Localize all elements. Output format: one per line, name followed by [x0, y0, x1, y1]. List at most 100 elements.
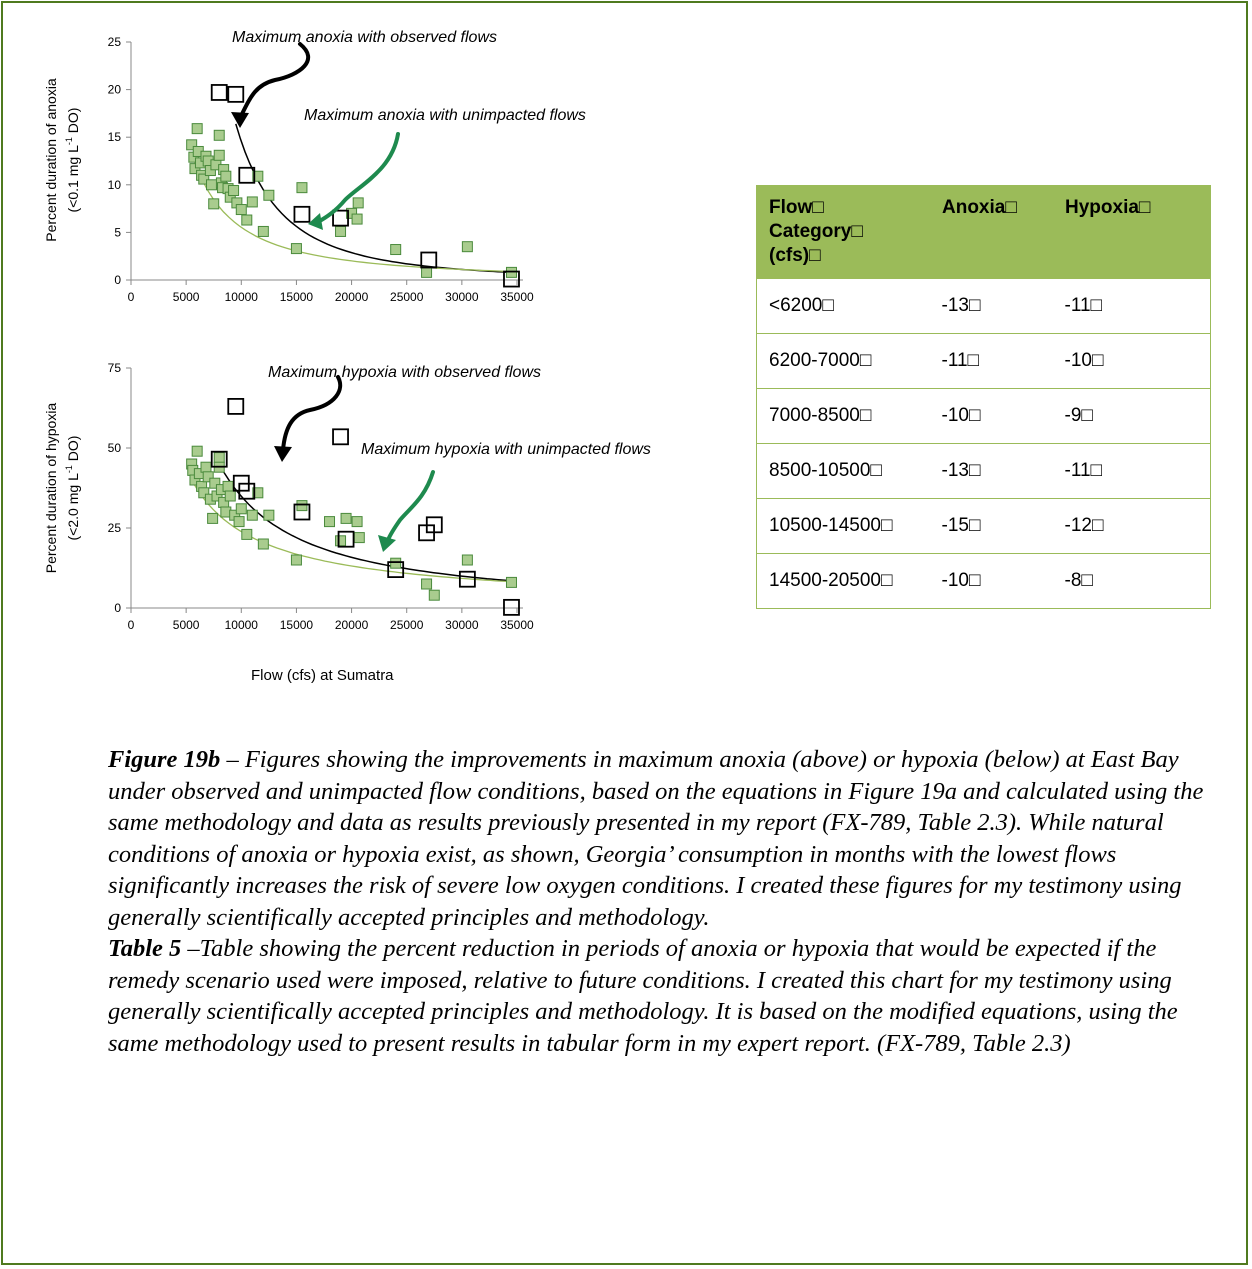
unimpacted-data-point	[222, 480, 234, 492]
table-header-flow-category: Flow□ Category□ (cfs)□	[756, 185, 930, 279]
table-cell: 14500-20500□	[756, 553, 930, 609]
anoxia-unimpacted-annotation: Maximum anoxia with unimpacted flows	[304, 107, 586, 124]
x-axis-title: Flow (cfs) at Sumatra	[251, 667, 394, 684]
unimpacted-data-point	[390, 557, 402, 569]
x-tick-label: 30000	[445, 290, 479, 304]
x-tick-label: 25000	[390, 618, 424, 632]
unimpacted-data-point	[390, 244, 402, 256]
table-cell: 8500-10500□	[756, 443, 930, 499]
figure-caption-text: – Figures showing the improvements in ma…	[108, 746, 1204, 931]
trend-line	[218, 463, 512, 582]
y-tick-label: 0	[114, 273, 121, 287]
table-row: 7000-8500□ -10□ -9□	[756, 388, 1211, 444]
table-header-anoxia: Anoxia□	[929, 185, 1053, 279]
observed-data-point	[238, 482, 256, 500]
observed-data-point	[210, 84, 228, 101]
observed-data-point	[227, 398, 245, 415]
unimpacted-data-point	[263, 189, 275, 201]
table-cell: -9□	[1052, 388, 1211, 444]
observed-data-point	[503, 270, 520, 288]
observed-data-point	[420, 251, 438, 269]
unimpacted-data-point	[241, 214, 253, 226]
anoxia-observed-annotation: Maximum anoxia with observed flows	[232, 29, 497, 46]
unimpacted-data-point	[461, 554, 473, 566]
y-tick-label: 0	[114, 601, 121, 615]
unimpacted-data-point	[220, 170, 232, 182]
x-tick-label: 15000	[280, 618, 314, 632]
unimpacted-data-point	[186, 139, 198, 151]
annotation-arrowhead	[378, 535, 396, 552]
x-tick-label: 10000	[225, 618, 259, 632]
observed-data-point	[238, 166, 256, 184]
table-caption-text: –Table showing the percent reduction in …	[108, 935, 1178, 1057]
table-cell: -11□	[1052, 443, 1211, 499]
unimpacted-data-point	[206, 179, 218, 191]
observed-data-point	[425, 516, 443, 534]
unimpacted-data-point	[335, 225, 347, 237]
annotation-arrow	[281, 375, 343, 452]
table-cell: -15□	[929, 498, 1053, 554]
y-tick-label: 25	[108, 35, 122, 49]
table-cell: -11□	[929, 333, 1053, 389]
y-tick-label: 15	[108, 130, 122, 144]
unimpacted-data-point	[257, 538, 269, 550]
flow-category-table: Flow□ Category□ (cfs)□ Anoxia□ Hypoxia□ …	[756, 185, 1211, 609]
observed-data-point	[387, 561, 405, 579]
x-tick-label: 35000	[500, 618, 534, 632]
unimpacted-data-point	[335, 535, 347, 547]
table-cell: 6200-7000□	[756, 333, 930, 389]
table-cell: -13□	[929, 443, 1053, 499]
table-cell: -11□	[1052, 278, 1211, 334]
unimpacted-data-point	[189, 163, 201, 175]
observed-data-point	[337, 530, 355, 548]
unimpacted-data-point	[263, 509, 275, 521]
table-label: Table 5	[108, 935, 182, 962]
annotation-arrowhead	[274, 446, 292, 462]
unimpacted-data-point	[241, 528, 253, 540]
unimpacted-data-point	[207, 512, 219, 524]
x-tick-label: 20000	[335, 618, 369, 632]
table-header-row: Flow□ Category□ (cfs)□ Anoxia□ Hypoxia□	[756, 185, 1211, 279]
table-row: 10500-14500□ -15□ -12□	[756, 498, 1211, 554]
y-tick-label: 10	[108, 178, 122, 192]
observed-data-point	[503, 598, 520, 616]
annotation-arrow	[316, 132, 400, 224]
annotation-arrowhead	[231, 112, 249, 128]
unimpacted-data-point	[461, 241, 473, 253]
figure-19b-caption: Figure 19b – Figures showing the improve…	[108, 744, 1233, 933]
table-cell: -13□	[929, 278, 1053, 334]
unimpacted-data-point	[202, 471, 214, 483]
table-cell: <6200□	[756, 278, 930, 334]
unimpacted-data-point	[340, 512, 352, 524]
hypoxia-observed-annotation: Maximum hypoxia with observed flows	[268, 364, 541, 381]
unimpacted-data-point	[257, 225, 269, 237]
observed-data-point	[332, 209, 349, 227]
observed-data-point	[210, 450, 228, 468]
unimpacted-data-point	[421, 578, 433, 590]
x-tick-label: 35000	[500, 290, 534, 304]
unimpacted-data-point	[198, 487, 210, 499]
unimpacted-data-point	[235, 204, 247, 216]
unimpacted-data-point	[346, 207, 358, 219]
x-tick-label: 15000	[280, 290, 314, 304]
table-cell: 10500-14500□	[756, 498, 930, 554]
y-tick-label: 75	[108, 361, 122, 375]
y-tick-label: 20	[108, 83, 122, 97]
observed-data-point	[332, 428, 349, 446]
unimpacted-data-point	[324, 516, 336, 528]
unimpacted-data-point	[235, 503, 247, 515]
unimpacted-data-point	[246, 509, 258, 521]
unimpacted-data-point	[352, 197, 364, 209]
annotation-arrow	[386, 470, 435, 542]
x-tick-label: 0	[128, 290, 135, 304]
anoxia-chart: 0 5 10 15 20 25 0 5000 10000 15000 20000 25000 30000…	[108, 35, 534, 304]
y-tick-label: 50	[108, 441, 122, 455]
unimpacted-data-point	[353, 532, 365, 544]
x-tick-label: 25000	[390, 290, 424, 304]
unimpacted-data-point	[209, 477, 221, 489]
unimpacted-data-point	[224, 490, 236, 502]
unimpacted-data-point	[246, 196, 258, 208]
table-cell: -10□	[929, 553, 1053, 609]
table-cell: -10□	[929, 388, 1053, 444]
